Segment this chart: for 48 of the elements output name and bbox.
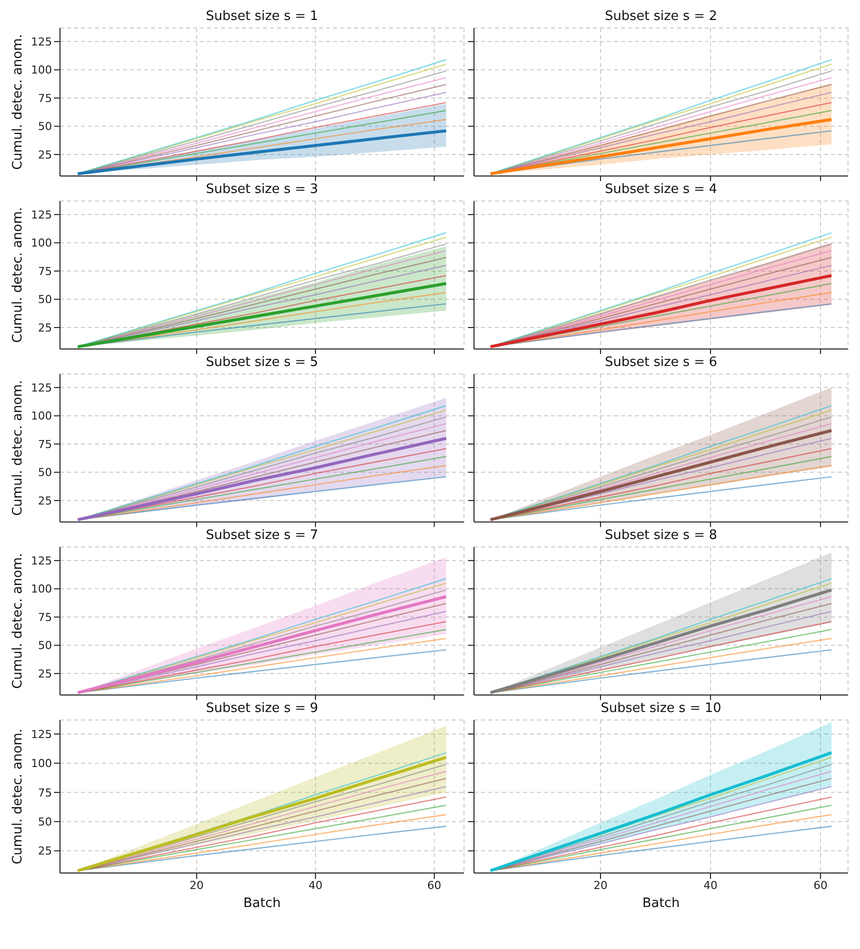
y-tick-label: 125 xyxy=(31,381,52,394)
y-axis-title: Cumul. detec. anom. xyxy=(10,380,26,516)
y-axis-title: Cumul. detec. anom. xyxy=(10,207,26,343)
y-tick-label: 100 xyxy=(31,236,52,250)
y-axis-title: Cumul. detec. anom. xyxy=(10,34,26,170)
chart-title: Subset size s = 1 xyxy=(204,8,320,26)
x-tick-label: 60 xyxy=(814,878,828,892)
y-tick-label: 50 xyxy=(38,639,52,652)
y-tick-label: 25 xyxy=(38,667,52,680)
y-tick-label: 25 xyxy=(38,494,52,508)
y-tick-label: 75 xyxy=(38,786,52,800)
y-tick-label: 100 xyxy=(31,757,52,770)
y-tick-label: 125 xyxy=(31,554,52,568)
y-tick-label: 100 xyxy=(31,64,52,77)
y-tick-label: 25 xyxy=(38,844,52,858)
y-tick-label: 75 xyxy=(38,610,52,624)
x-tick-label: 40 xyxy=(704,878,718,892)
y-tick-label: 125 xyxy=(31,208,52,222)
y-tick-label: 25 xyxy=(38,148,52,162)
chart-title: Subset size s = 5 xyxy=(204,354,320,372)
chart-title: Subset size s = 10 xyxy=(600,700,722,718)
y-tick-label: 75 xyxy=(38,438,52,451)
y-tick-label: 50 xyxy=(38,466,52,480)
y-axis-title: Cumul. detec. anom. xyxy=(10,728,26,864)
y-tick-label: 50 xyxy=(38,293,52,306)
x-tick-label: 20 xyxy=(594,878,608,892)
y-tick-label: 125 xyxy=(31,728,52,741)
chart-title: Subset size s = 2 xyxy=(604,8,718,26)
chart-title: Subset size s = 6 xyxy=(604,354,718,372)
y-tick-label: 100 xyxy=(31,410,52,423)
chart-title: Subset size s = 9 xyxy=(204,700,320,718)
x-axis-title: Batch xyxy=(243,896,281,911)
x-tick-label: 20 xyxy=(190,878,204,892)
y-tick-label: 25 xyxy=(38,321,52,334)
x-tick-label: 60 xyxy=(427,878,442,892)
chart-title: Subset size s = 4 xyxy=(604,181,718,199)
y-tick-label: 75 xyxy=(38,92,52,105)
y-tick-label: 100 xyxy=(31,582,52,596)
chart-title: Subset size s = 7 xyxy=(204,527,320,545)
y-tick-label: 50 xyxy=(38,816,52,829)
x-tick-label: 40 xyxy=(308,878,322,892)
y-tick-label: 75 xyxy=(38,264,52,278)
chart-title: Subset size s = 3 xyxy=(204,181,320,199)
x-axis-title: Batch xyxy=(642,896,680,911)
y-tick-label: 50 xyxy=(38,120,52,134)
y-tick-label: 125 xyxy=(31,35,52,48)
y-axis-title: Cumul. detec. anom. xyxy=(10,553,26,689)
chart-title: Subset size s = 8 xyxy=(604,527,718,545)
